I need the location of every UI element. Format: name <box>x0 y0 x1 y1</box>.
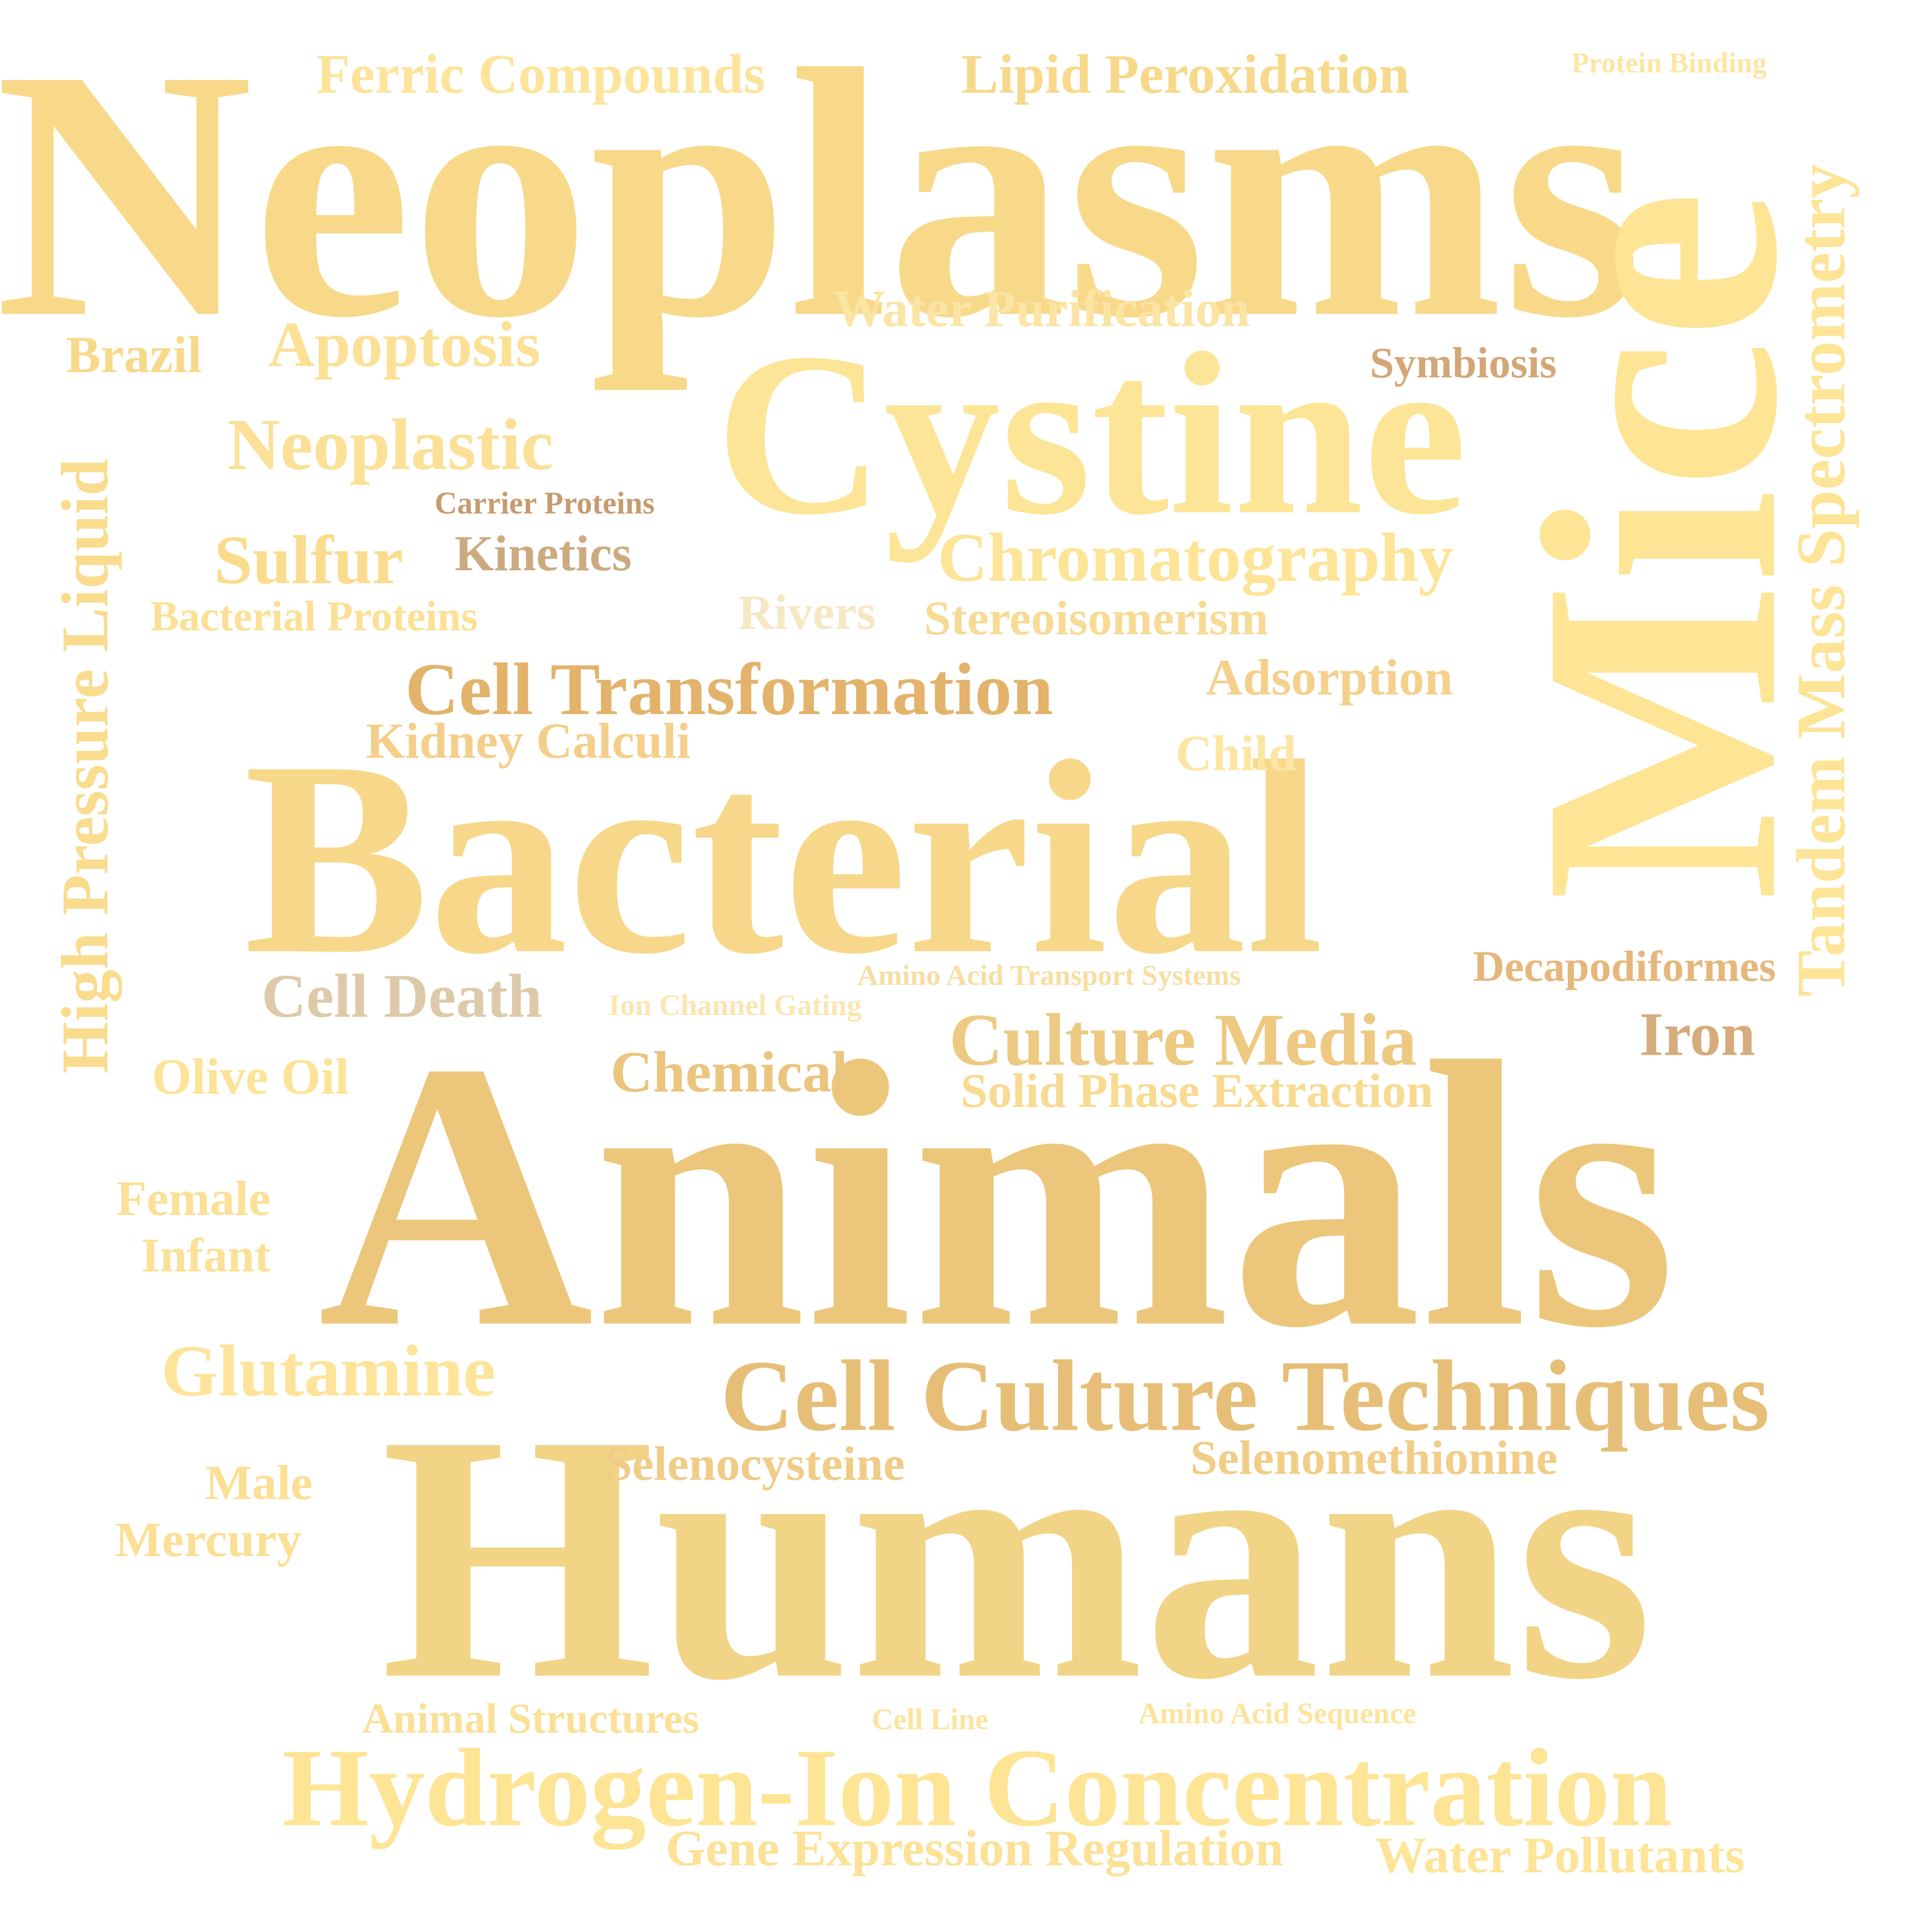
word-cell-line: Cell Line <box>872 1703 989 1736</box>
word-apoptosis: Apoptosis <box>268 309 541 380</box>
word-olive-oil: Olive Oil <box>152 1048 349 1105</box>
word-tandem-mass-spectrometry: Tandem Mass Spectrometry <box>1783 164 1860 997</box>
word-water-pollutants: Water Pollutants <box>1375 1827 1745 1884</box>
word-kidney-calculi: Kidney Calculi <box>366 713 691 769</box>
word-gene-expression-regulation: Gene Expression Regulation <box>666 1820 1284 1877</box>
word-cell-death: Cell Death <box>261 962 542 1031</box>
word-lipid-peroxidation: Lipid Peroxidation <box>961 44 1410 105</box>
word-protein-binding: Protein Binding <box>1571 47 1767 79</box>
word-culture-media: Culture Media <box>949 999 1417 1081</box>
word-cell-transformation: Cell Transformation <box>405 648 1054 730</box>
word-chemical: Chemical <box>610 1039 848 1104</box>
word-female: Female <box>116 1171 271 1226</box>
word-amino-acid-sequence: Amino Acid Sequence <box>1138 1697 1417 1730</box>
word-cystine: Cystine <box>715 304 1467 563</box>
word-ion-channel-gating: Ion Channel Gating <box>608 989 862 1022</box>
word-animal-structures: Animal Structures <box>362 1694 699 1742</box>
word-brazil: Brazil <box>65 325 202 384</box>
word-adsorption: Adsorption <box>1206 649 1453 706</box>
word-carrier-proteins: Carrier Proteins <box>435 485 655 521</box>
word-cell-culture-techniques: Cell Culture Techniques <box>720 1339 1770 1452</box>
word-solid-phase-extraction: Solid Phase Extraction <box>960 1064 1433 1118</box>
word-sulfur: Sulfur <box>214 522 403 599</box>
word-bacterial: Bacterial <box>244 704 1324 1012</box>
word-high-pressure-liquid: High Pressure Liquid <box>48 458 123 1074</box>
word-amino-acid-transport-systems: Amino Acid Transport Systems <box>857 959 1241 991</box>
word-selenocysteine: Selenocysteine <box>605 1437 905 1491</box>
word-selenomethionine: Selenomethionine <box>1190 1431 1558 1485</box>
word-symbiosis: Symbiosis <box>1370 339 1557 387</box>
word-chromatography: Chromatography <box>937 519 1453 596</box>
word-glutamine: Glutamine <box>161 1330 496 1412</box>
word-water-purification: Water Purification <box>833 279 1250 338</box>
word-child: Child <box>1176 725 1297 782</box>
word-infant: Infant <box>141 1229 271 1282</box>
word-humans: Humans <box>380 1362 1653 1752</box>
word-ferric-compounds: Ferric Compounds <box>316 44 765 105</box>
word-animals: Animals <box>317 983 1677 1406</box>
word-rivers: Rivers <box>738 585 876 640</box>
word-iron: Iron <box>1639 1000 1755 1069</box>
word-mercury: Mercury <box>115 1512 302 1567</box>
word-male: Male <box>205 1455 313 1510</box>
word-kinetics: Kinetics <box>454 526 632 582</box>
word-decapodiformes: Decapodiformes <box>1473 943 1776 991</box>
word-hydrogen-ion-concentration: Hydrogen-Ion Concentration <box>282 1725 1673 1850</box>
word-stereoisomerism: Stereoisomerism <box>924 592 1269 645</box>
word-neoplasms: Neoplasms <box>0 0 1642 391</box>
word-bacterial-proteins: Bacterial Proteins <box>150 592 478 640</box>
word-mice: Mice <box>1474 189 1847 902</box>
word-neoplastic: Neoplastic <box>227 404 554 485</box>
